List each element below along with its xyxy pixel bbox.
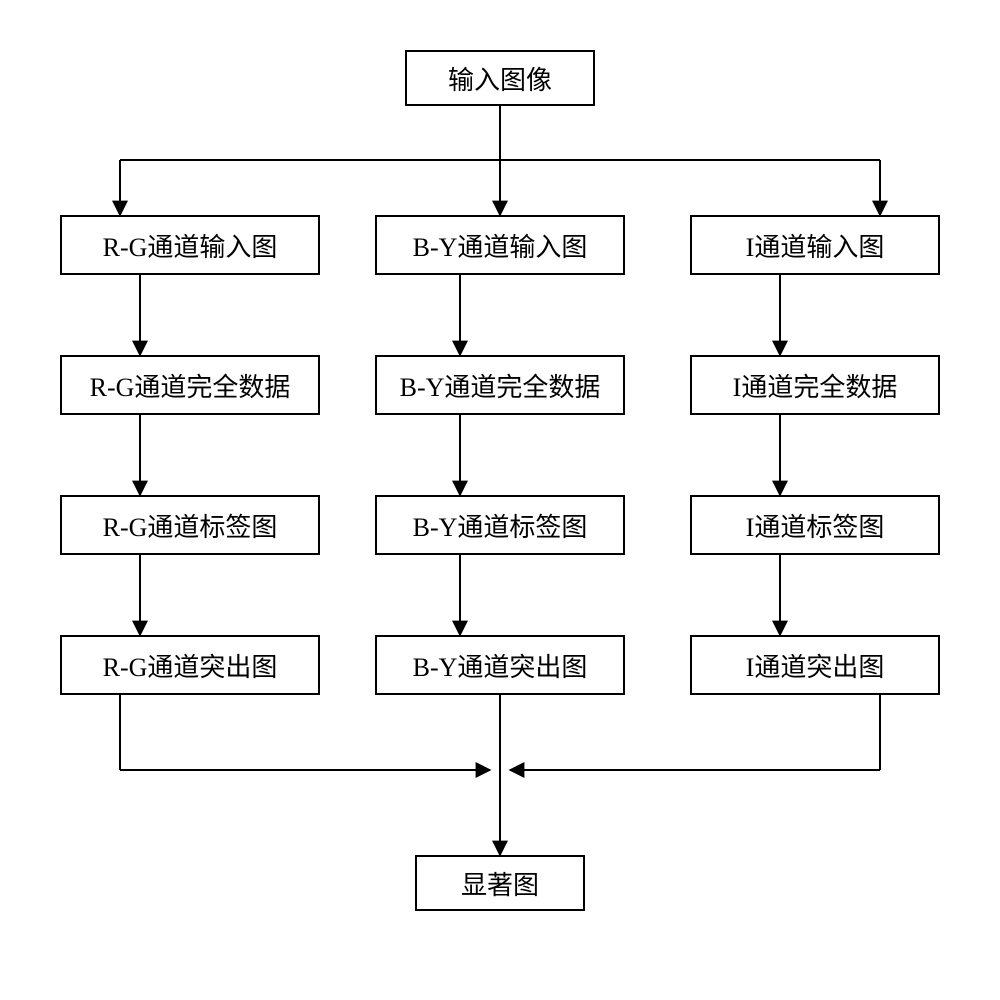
node-i-tag-label: I通道标签图 bbox=[746, 507, 885, 544]
node-i-tag: I通道标签图 bbox=[690, 495, 940, 555]
node-by-tag: B-Y通道标签图 bbox=[375, 495, 625, 555]
node-output: 显著图 bbox=[415, 855, 585, 911]
node-by-input-label: B-Y通道输入图 bbox=[413, 227, 588, 264]
flowchart-canvas: 输入图像 R-G通道输入图 B-Y通道输入图 I通道输入图 R-G通道完全数据 … bbox=[0, 0, 1000, 1000]
node-i-data: I通道完全数据 bbox=[690, 355, 940, 415]
node-by-input: B-Y通道输入图 bbox=[375, 215, 625, 275]
node-by-sal: B-Y通道突出图 bbox=[375, 635, 625, 695]
node-i-sal-label: I通道突出图 bbox=[746, 647, 885, 684]
node-by-data: B-Y通道完全数据 bbox=[375, 355, 625, 415]
node-i-data-label: I通道完全数据 bbox=[733, 367, 898, 404]
node-rg-input: R-G通道输入图 bbox=[60, 215, 320, 275]
node-by-sal-label: B-Y通道突出图 bbox=[413, 647, 588, 684]
node-by-tag-label: B-Y通道标签图 bbox=[413, 507, 588, 544]
node-i-input-label: I通道输入图 bbox=[746, 227, 885, 264]
node-rg-data: R-G通道完全数据 bbox=[60, 355, 320, 415]
node-input-label: 输入图像 bbox=[448, 60, 552, 97]
node-i-sal: I通道突出图 bbox=[690, 635, 940, 695]
node-output-label: 显著图 bbox=[461, 865, 539, 902]
node-i-input: I通道输入图 bbox=[690, 215, 940, 275]
node-by-data-label: B-Y通道完全数据 bbox=[400, 367, 601, 404]
node-input: 输入图像 bbox=[405, 50, 595, 106]
node-rg-input-label: R-G通道输入图 bbox=[103, 227, 278, 264]
node-rg-data-label: R-G通道完全数据 bbox=[90, 367, 291, 404]
node-rg-sal: R-G通道突出图 bbox=[60, 635, 320, 695]
node-rg-tag: R-G通道标签图 bbox=[60, 495, 320, 555]
node-rg-sal-label: R-G通道突出图 bbox=[103, 647, 278, 684]
node-rg-tag-label: R-G通道标签图 bbox=[103, 507, 278, 544]
